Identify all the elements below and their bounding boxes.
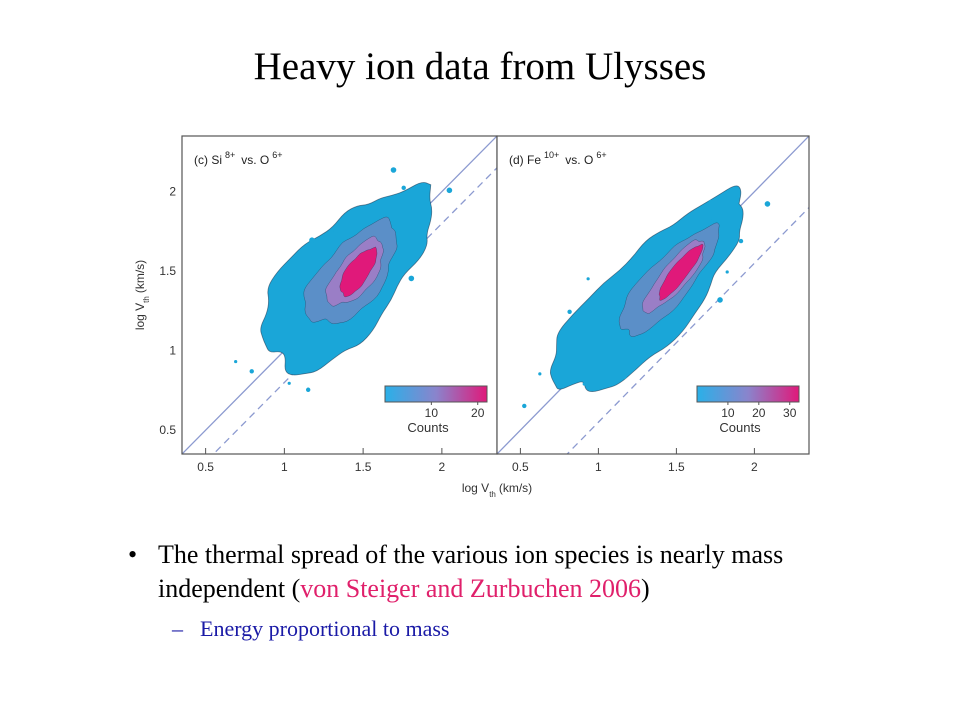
outlier-speck <box>249 369 254 374</box>
colorbar-tick-label: 30 <box>783 406 797 420</box>
outlier-speck <box>655 234 660 240</box>
colorbar-title: Counts <box>407 420 449 435</box>
y-axis-label-unit: (km/s) <box>133 260 147 293</box>
density-contour <box>339 246 378 298</box>
panel-label: (d) Fe 10+ vs. O 6+ <box>509 150 607 167</box>
panel-label-ion: (c) Si <box>194 153 222 167</box>
outlier-speck <box>401 185 406 191</box>
mass-scaling-line <box>566 207 809 454</box>
outlier-speck <box>738 238 744 244</box>
sub-bullet-text: Energy proportional to mass <box>200 616 450 641</box>
outlier-speck <box>725 270 729 274</box>
x-axis-label-sub: th <box>489 490 496 499</box>
outlier-speck <box>333 228 338 234</box>
outlier-speck <box>621 373 627 379</box>
y-axis-label-sub: th <box>142 296 151 303</box>
panel-label-ion: (d) Fe <box>509 153 541 167</box>
x-tick-label: 1.5 <box>668 460 685 474</box>
panel-label-vs: vs. O <box>565 153 593 167</box>
bullet-close: ) <box>641 574 650 603</box>
outlier-speck <box>708 199 714 206</box>
outlier-speck <box>582 382 586 386</box>
panel-label-charge: 8+ <box>225 150 235 160</box>
y-tick-label: 1.5 <box>159 264 176 278</box>
outlier-speck <box>363 322 367 327</box>
slide-title: Heavy ion data from Ulysses <box>253 45 707 88</box>
x-axis-label-main: log V <box>462 481 489 495</box>
colorbar-gradient <box>696 385 800 403</box>
x-tick-label: 0.5 <box>197 460 214 474</box>
outlier-speck <box>586 277 590 281</box>
x-axis-label-unit: (km/s) <box>499 481 532 495</box>
outlier-speck <box>538 372 542 376</box>
panel-frame <box>496 135 810 455</box>
colorbar: 10 20 Counts <box>384 385 488 435</box>
colorbar-tick-label: 10 <box>721 406 735 420</box>
colorbar-gradient <box>384 385 488 403</box>
y-tick-label: 2 <box>169 185 176 199</box>
colorbar-title: Counts <box>719 420 761 435</box>
heatmap-chart: 0.511.52(c) Si 8+ vs. O 6+0.5 1 1.5 210 20Count… <box>133 135 810 499</box>
outlier-speck <box>234 359 238 364</box>
colorbar-tick-label: 20 <box>471 406 485 420</box>
panel-label-vs-charge: 6+ <box>272 150 282 160</box>
x-axis-label: log Vth (km/s) <box>462 481 532 499</box>
outlier-speck <box>309 237 315 244</box>
y-tick-label: 1 <box>169 344 176 358</box>
bullet-dot: • <box>128 540 138 569</box>
outlier-speck <box>287 381 291 385</box>
y-axis-label-main: log V <box>133 303 147 330</box>
colorbar: 10 20 30 Counts <box>696 385 800 435</box>
figure: 0.5 1 1.5 2 (c) Si 8+ vs. O 6+ 0.5 1 1.5 2 10 20 Count… <box>120 120 820 520</box>
panel-si-vs-o: (c) Si 8+ vs. O 6+ 0.5 1 1.5 2 10 20 Counts <box>181 135 498 474</box>
x-tick-label: 0.5 <box>512 460 529 474</box>
sub-bullet-item: – Energy proportional to mass <box>128 616 888 642</box>
colorbar-tick-label: 10 <box>425 406 439 420</box>
x-tick-label: 1 <box>595 460 602 474</box>
outlier-speck <box>567 309 572 314</box>
y-axis-label: log Vth (km/s) <box>133 260 151 330</box>
panel-label-charge: 10+ <box>544 150 559 160</box>
outlier-speck <box>408 275 415 282</box>
sub-bullet-dash: – <box>172 616 183 641</box>
panel-label: (c) Si 8+ vs. O 6+ <box>194 150 283 167</box>
outlier-speck <box>406 257 410 261</box>
bullet-text: The thermal spread of the various ion sp… <box>158 540 784 603</box>
outlier-speck <box>522 403 527 409</box>
x-tick-label: 1 <box>281 460 288 474</box>
panel-label-vs-charge: 6+ <box>596 150 606 160</box>
outlier-speck <box>305 387 311 392</box>
svg-text:log Vth(km/s): log Vth(km/s) <box>462 481 532 499</box>
density-contour <box>658 243 704 301</box>
svg-text:log Vth(km/s): log Vth (km/s) <box>133 260 151 330</box>
outlier-speck <box>446 187 453 194</box>
outlier-speck <box>764 201 771 207</box>
mass-scaling-line <box>212 167 497 454</box>
colorbar-tick-label: 20 <box>752 406 766 420</box>
outlier-speck <box>717 297 723 303</box>
outlier-speck <box>422 191 426 195</box>
outlier-speck <box>648 343 652 348</box>
x-tick-label: 2 <box>439 460 446 474</box>
x-tick-label: 1.5 <box>355 460 372 474</box>
citation-link: von Steiger and Zurbuchen 2006 <box>300 574 642 603</box>
y-tick-label: 0.5 <box>159 423 176 437</box>
bullet-list: • The thermal spread of the various ion … <box>128 538 888 642</box>
bullet-item: • The thermal spread of the various ion … <box>128 538 888 606</box>
outlier-speck <box>390 167 397 173</box>
x-tick-label: 2 <box>751 460 758 474</box>
panel-label-vs: vs. O <box>241 153 269 167</box>
outlier-speck <box>711 216 716 221</box>
panel-fe-vs-o: (d) Fe 10+ vs. O 6+ 0.5 1 1.5 2 10 20 30 Counts <box>496 135 810 474</box>
outlier-speck <box>278 290 283 295</box>
